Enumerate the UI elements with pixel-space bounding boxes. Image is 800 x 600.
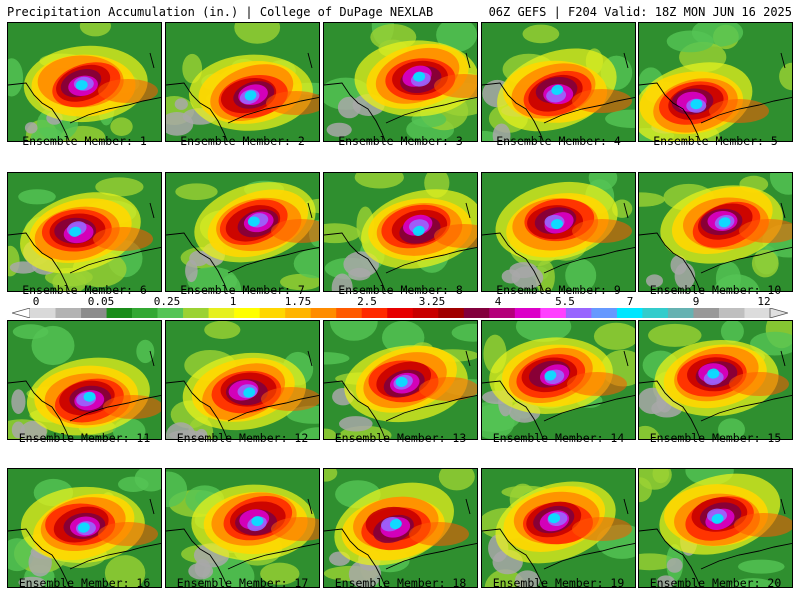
ensemble-member-map bbox=[7, 22, 162, 142]
colorbar-max-arrow bbox=[769, 308, 788, 318]
colorbar-swatch bbox=[744, 308, 771, 318]
colorbar-swatch bbox=[438, 308, 465, 318]
colorbar-swatch bbox=[106, 308, 133, 318]
colorbar-swatch bbox=[132, 308, 158, 318]
ensemble-member-map bbox=[165, 468, 320, 588]
colorbar-tick-label: 2.5 bbox=[357, 295, 377, 308]
colorbar-swatch bbox=[514, 308, 541, 318]
colorbar-tick-label: 7 bbox=[626, 295, 634, 308]
ensemble-member-label: Ensemble Member: 16 bbox=[18, 576, 151, 590]
ensemble-member-map bbox=[638, 320, 793, 440]
colorbar-swatch bbox=[55, 308, 82, 318]
ensemble-member-map bbox=[323, 320, 478, 440]
ensemble-member-label: Ensemble Member: 2 bbox=[180, 134, 305, 148]
ensemble-member-map bbox=[323, 172, 478, 292]
colorbar-tick-label: 0.25 bbox=[153, 295, 181, 308]
colorbar-swatch bbox=[183, 308, 209, 318]
colorbar-swatch bbox=[718, 308, 745, 318]
ensemble-member-map bbox=[481, 468, 636, 588]
colorbar-tick-label: 0 bbox=[32, 295, 40, 308]
ensemble-member-label: Ensemble Member: 14 bbox=[492, 431, 625, 445]
colorbar-tick-label: 1.75 bbox=[284, 295, 312, 308]
ensemble-member-map bbox=[481, 22, 636, 142]
chart-title: Precipitation Accumulation (in.) | Colle… bbox=[7, 5, 434, 19]
colorbar-tick-label: 5.5 bbox=[555, 295, 575, 308]
colorbar-swatch bbox=[591, 308, 618, 318]
ensemble-member-map bbox=[7, 320, 162, 440]
ensemble-member-label: Ensemble Member: 1 bbox=[22, 134, 147, 148]
ensemble-member-label: Ensemble Member: 3 bbox=[338, 134, 463, 148]
colorbar-min-arrow bbox=[12, 308, 31, 318]
colorbar-swatch bbox=[81, 308, 107, 318]
colorbar-swatch bbox=[336, 308, 363, 318]
colorbar-swatch bbox=[412, 308, 439, 318]
ensemble-member-label: Ensemble Member: 15 bbox=[649, 431, 782, 445]
colorbar-swatch bbox=[693, 308, 720, 318]
run-valid-time: 06Z GEFS | F204 Valid: 18Z MON JUN 16 20… bbox=[488, 5, 792, 19]
ensemble-member-label: Ensemble Member: 6 bbox=[22, 283, 147, 297]
ensemble-member-label: Ensemble Member: 17 bbox=[176, 576, 309, 590]
ensemble-member-map bbox=[165, 22, 320, 142]
ensemble-member-map bbox=[638, 172, 793, 292]
ensemble-member-label: Ensemble Member: 4 bbox=[496, 134, 621, 148]
colorbar-swatch bbox=[463, 308, 490, 318]
colorbar-swatch bbox=[234, 308, 260, 318]
colorbar-swatch bbox=[489, 308, 516, 318]
colorbar-swatch bbox=[30, 308, 56, 318]
colorbar-swatch bbox=[540, 308, 567, 318]
colorbar-tick-label: 9 bbox=[692, 295, 700, 308]
ensemble-member-map bbox=[7, 172, 162, 292]
ensemble-member-map bbox=[165, 172, 320, 292]
ensemble-member-label: Ensemble Member: 8 bbox=[338, 283, 463, 297]
ensemble-member-label: Ensemble Member: 12 bbox=[176, 431, 309, 445]
ensemble-member-label: Ensemble Member: 9 bbox=[496, 283, 621, 297]
colorbar-swatch bbox=[259, 308, 286, 318]
ensemble-member-label: Ensemble Member: 13 bbox=[334, 431, 467, 445]
colorbar-tick-label: 4 bbox=[494, 295, 502, 308]
colorbar-swatch bbox=[157, 308, 184, 318]
colorbar-swatch bbox=[387, 308, 414, 318]
ensemble-member-label: Ensemble Member: 10 bbox=[649, 283, 782, 297]
colorbar-swatch bbox=[310, 308, 337, 318]
ensemble-member-map bbox=[638, 22, 793, 142]
ensemble-member-label: Ensemble Member: 18 bbox=[334, 576, 467, 590]
ensemble-member-map bbox=[323, 468, 478, 588]
colorbar bbox=[12, 308, 788, 318]
colorbar-tick-label: 1 bbox=[229, 295, 237, 308]
ensemble-member-map bbox=[481, 320, 636, 440]
colorbar-swatch bbox=[565, 308, 592, 318]
ensemble-member-label: Ensemble Member: 11 bbox=[18, 431, 151, 445]
ensemble-member-label: Ensemble Member: 20 bbox=[649, 576, 782, 590]
colorbar-swatch bbox=[208, 308, 235, 318]
ensemble-member-map bbox=[481, 172, 636, 292]
colorbar-swatch bbox=[642, 308, 669, 318]
ensemble-member-map bbox=[638, 468, 793, 588]
ensemble-member-label: Ensemble Member: 19 bbox=[492, 576, 625, 590]
colorbar-tick-label: 0.05 bbox=[87, 295, 115, 308]
ensemble-member-label: Ensemble Member: 7 bbox=[180, 283, 305, 297]
colorbar-swatch bbox=[616, 308, 643, 318]
ensemble-member-map bbox=[7, 468, 162, 588]
colorbar-swatch bbox=[667, 308, 694, 318]
colorbar-tick-label: 3.25 bbox=[418, 295, 446, 308]
ensemble-member-map bbox=[165, 320, 320, 440]
ensemble-member-map bbox=[323, 22, 478, 142]
ensemble-member-label: Ensemble Member: 5 bbox=[653, 134, 778, 148]
colorbar-swatch bbox=[361, 308, 388, 318]
colorbar-swatch bbox=[285, 308, 311, 318]
colorbar-tick-label: 12 bbox=[757, 295, 771, 308]
